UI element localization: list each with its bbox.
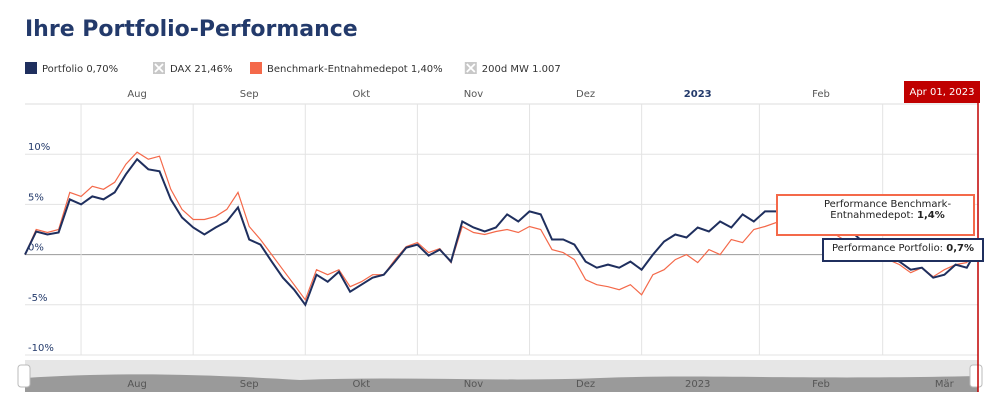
navigator-label: Sep [240,379,259,390]
legend-swatch [250,62,262,74]
legend-item[interactable]: Portfolio 0,70% [25,62,118,75]
legend-label: Portfolio 0,70% [42,64,118,75]
tooltip-benchmark: Performance Benchmark-Entnahmedepot: 1,4… [776,194,975,236]
legend-cross [154,63,164,73]
y-tick-label: 0% [28,243,44,254]
crosshair-label: Apr 01, 2023 [909,87,974,98]
tooltip-value: 0,7% [946,243,974,254]
legend-label: 200d MW 1.007 [482,64,561,75]
chart-title: Ihre Portfolio-Performance [25,17,358,42]
navigator-handle[interactable] [17,364,31,388]
navigator-label: Feb [812,379,830,390]
tooltip-label: Performance Benchmark-Entnahmedepot: [823,199,952,221]
legend-label: Benchmark-Entnahmedepot 1,40% [267,64,443,75]
tooltip-value: 1,4% [916,210,945,221]
navigator-label: Okt [353,379,371,390]
legend-item[interactable]: DAX 21,46% [153,62,233,75]
x-tick-label: Feb [812,89,830,100]
legend-label: DAX 21,46% [170,64,233,75]
legend-swatch [25,62,37,74]
x-axis-band [25,84,978,104]
navigator-label: Mär [935,379,955,390]
legend-item[interactable]: 200d MW 1.007 [464,62,561,75]
x-tick-label: Dez [576,89,595,100]
legend-cross [466,63,476,73]
navigator-label: Aug [127,379,147,390]
legend-item[interactable]: Benchmark-Entnahmedepot 1,40% [250,62,443,75]
navigator-label: Nov [464,379,484,390]
crosshair-box [904,81,980,103]
x-tick-label: 2023 [684,89,712,100]
tooltip-label: Performance Portfolio: [832,243,944,254]
y-tick-label: 10% [28,142,50,153]
navigator-handle[interactable] [969,364,983,388]
x-tick-label: Aug [127,89,147,100]
x-tick-label: Nov [464,89,484,100]
navigator-label: 2023 [685,379,710,390]
y-tick-label: 5% [28,192,44,203]
navigator-label: Dez [576,379,595,390]
y-tick-label: -5% [28,293,47,304]
x-tick-label: Okt [353,89,371,100]
x-tick-label: Sep [240,89,259,100]
navigator-area [25,374,978,392]
tooltip-portfolio: Performance Portfolio: 0,7% [822,238,984,262]
y-tick-label: -10% [28,343,54,354]
